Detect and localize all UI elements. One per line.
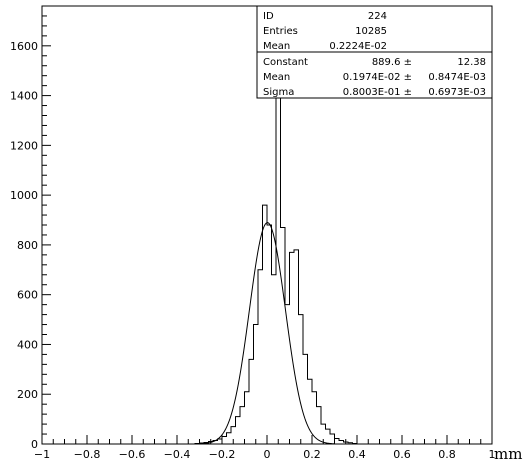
x-tick-label: 0.4 xyxy=(348,448,366,461)
y-tick-label: 400 xyxy=(17,338,38,351)
x-tick-label: 0.2 xyxy=(303,448,321,461)
y-tick-label: 600 xyxy=(17,289,38,302)
fit-param-label: Sigma xyxy=(263,87,294,98)
y-axis: 0 200 400 600 800 1000 1200 1400 1600 xyxy=(10,5,51,451)
fit-param-value: 0.1974E-02 ± xyxy=(343,72,412,83)
y-tick-label: 1200 xyxy=(10,139,38,152)
x-tick-label: −0.2 xyxy=(209,448,236,461)
y-tick-label: 0 xyxy=(31,438,38,451)
gaussian-fit-curve xyxy=(199,222,335,445)
y-tick-label: 1000 xyxy=(10,189,38,202)
x-axis-unit-label: mm xyxy=(494,445,522,462)
stats-label: ID xyxy=(263,11,274,22)
fit-param-error: 0.8474E-03 xyxy=(428,72,486,83)
stats-label: Entries xyxy=(263,26,298,37)
stats-value: 10285 xyxy=(355,26,387,37)
fit-param-label: Constant xyxy=(263,57,308,68)
stats-box: ID 224 Entries 10285 Mean 0.2224E-02 Constant 8… xyxy=(256,5,493,99)
x-axis: −1 −0.8 −0.6 −0.4 −0.2 0 0.2 0.4 0.6 0.8 1 xyxy=(34,435,496,461)
fit-param-label: Mean xyxy=(263,72,290,83)
y-tick-label: 1600 xyxy=(10,40,38,53)
y-tick-label: 1400 xyxy=(10,90,38,103)
y-tick-label: 800 xyxy=(17,239,38,252)
stats-label: Mean xyxy=(263,41,290,52)
fit-param-value: 0.8003E-01 ± xyxy=(343,87,412,98)
y-tick-label: 200 xyxy=(17,388,38,401)
stats-value: 224 xyxy=(368,11,387,22)
histogram-steps xyxy=(194,20,358,445)
fit-param-error: 12.38 xyxy=(457,57,486,68)
fit-param-error: 0.6973E-03 xyxy=(428,87,486,98)
fit-param-value: 889.6 ± xyxy=(372,57,412,68)
x-tick-label: −0.6 xyxy=(119,448,146,461)
x-tick-label: 0 xyxy=(264,448,271,461)
x-tick-label: −0.8 xyxy=(74,448,101,461)
stats-value: 0.2224E-02 xyxy=(329,41,387,52)
x-tick-label: −0.4 xyxy=(164,448,191,461)
x-tick-label: 0.8 xyxy=(438,448,456,461)
x-tick-label: −1 xyxy=(34,448,50,461)
x-tick-label: 1 xyxy=(489,448,496,461)
x-tick-label: 0.6 xyxy=(393,448,411,461)
